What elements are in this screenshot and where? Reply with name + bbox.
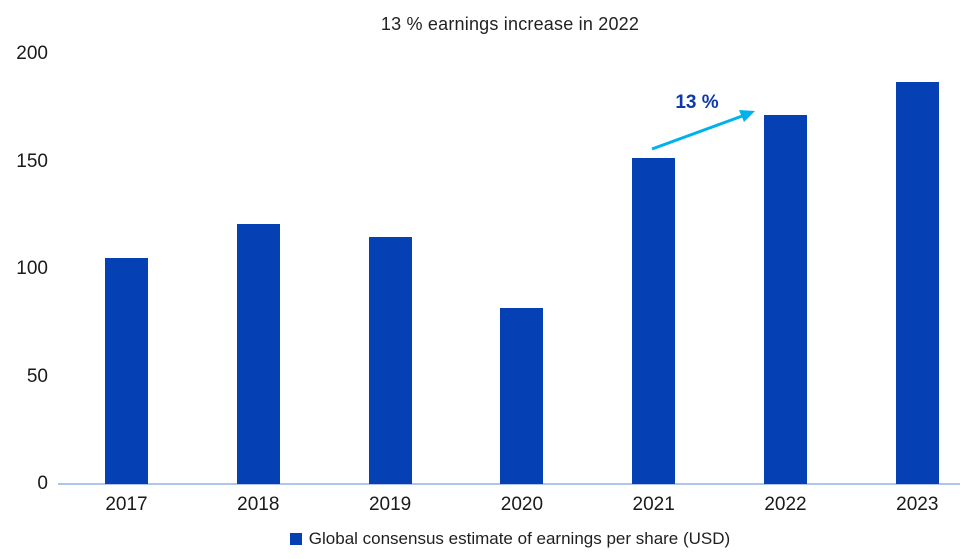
legend: Global consensus estimate of earnings pe… bbox=[60, 529, 960, 549]
bar-2017 bbox=[105, 258, 148, 484]
bar-2022 bbox=[764, 114, 807, 484]
growth-arrow-icon bbox=[651, 110, 755, 151]
x-axis-line bbox=[58, 483, 960, 485]
legend-label: Global consensus estimate of earnings pe… bbox=[308, 529, 731, 548]
y-tick-label-50: 50 bbox=[26, 365, 48, 387]
x-tick-label-2018: 2018 bbox=[237, 494, 280, 515]
bar-2019 bbox=[368, 236, 412, 484]
x-tick-label-2023: 2023 bbox=[896, 494, 939, 515]
x-tick-label-2019: 2019 bbox=[368, 494, 412, 515]
x-tick-label-2022: 2022 bbox=[764, 494, 807, 515]
x-tick-label-2021: 2021 bbox=[632, 494, 675, 515]
x-tick-label-2017: 2017 bbox=[105, 494, 148, 515]
y-tick-label-0: 0 bbox=[37, 473, 48, 494]
chart-title: 13 % earnings increase in 2022 bbox=[380, 14, 640, 34]
bar-2023 bbox=[895, 82, 939, 484]
bar-2018 bbox=[236, 224, 280, 484]
y-tick-label-150: 150 bbox=[16, 150, 48, 172]
y-tick-label-100: 100 bbox=[16, 258, 48, 280]
legend-marker-icon bbox=[289, 533, 302, 545]
bar-2020 bbox=[500, 307, 544, 484]
growth-annotation-label: 13 % bbox=[675, 92, 719, 113]
bar-2021 bbox=[632, 157, 676, 484]
y-tick-label-200: 200 bbox=[16, 43, 48, 65]
x-tick-label-2020: 2020 bbox=[500, 494, 544, 515]
